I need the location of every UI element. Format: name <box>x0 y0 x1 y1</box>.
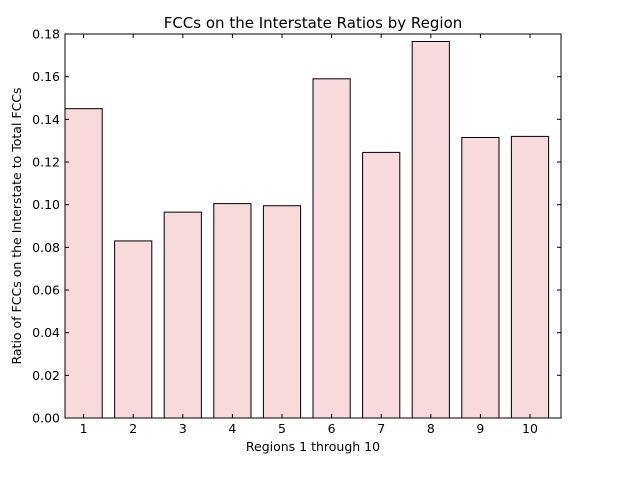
y-tick-label: 0.18 <box>32 27 60 42</box>
x-tick-label: 9 <box>476 421 484 436</box>
bars-group <box>64 40 550 419</box>
chart-title: FCCs on the Interstate Ratios by Region <box>164 14 463 32</box>
x-tick-label: 8 <box>427 421 435 436</box>
y-tick-label: 0.14 <box>32 112 60 127</box>
bar-region-2 <box>114 240 153 419</box>
x-tick-label: 7 <box>377 421 385 436</box>
y-tick-label: 0.00 <box>32 411 60 426</box>
bar-region-6 <box>312 78 351 419</box>
bar-region-10 <box>510 135 550 419</box>
y-tick-label: 0.16 <box>32 69 60 84</box>
y-tick-label: 0.10 <box>32 197 60 212</box>
plot-frame <box>64 33 562 419</box>
bar-region-8 <box>411 40 450 419</box>
x-axis-label: Regions 1 through 10 <box>246 439 380 454</box>
x-tick-label: 3 <box>179 421 187 436</box>
bar-region-3 <box>163 211 202 419</box>
bar-region-9 <box>461 136 500 419</box>
x-tick-label: 1 <box>80 421 88 436</box>
y-axis-label: Ratio of FCCs on the Interstate to Total… <box>9 87 24 364</box>
x-tick-label: 10 <box>522 421 538 436</box>
y-tick-label: 0.06 <box>32 283 60 298</box>
ticks-group: 1 2 3 4 5 6 7 8 9 10 0.00 0.02 0.04 0.06 0.08 0.10 0.12 0… <box>32 27 561 436</box>
x-tick-label: 2 <box>129 421 137 436</box>
bar-region-7 <box>362 151 401 419</box>
x-tick-label: 6 <box>328 421 336 436</box>
x-tick-label: 5 <box>278 421 286 436</box>
y-tick-label: 0.02 <box>32 368 60 383</box>
x-tick-label: 4 <box>228 421 236 436</box>
y-tick-label: 0.12 <box>32 155 60 170</box>
y-tick-label: 0.08 <box>32 240 60 255</box>
bar-region-5 <box>262 205 302 419</box>
y-tick-label: 0.04 <box>32 325 60 340</box>
bar-region-4 <box>213 203 252 419</box>
bar-region-1 <box>64 108 103 419</box>
